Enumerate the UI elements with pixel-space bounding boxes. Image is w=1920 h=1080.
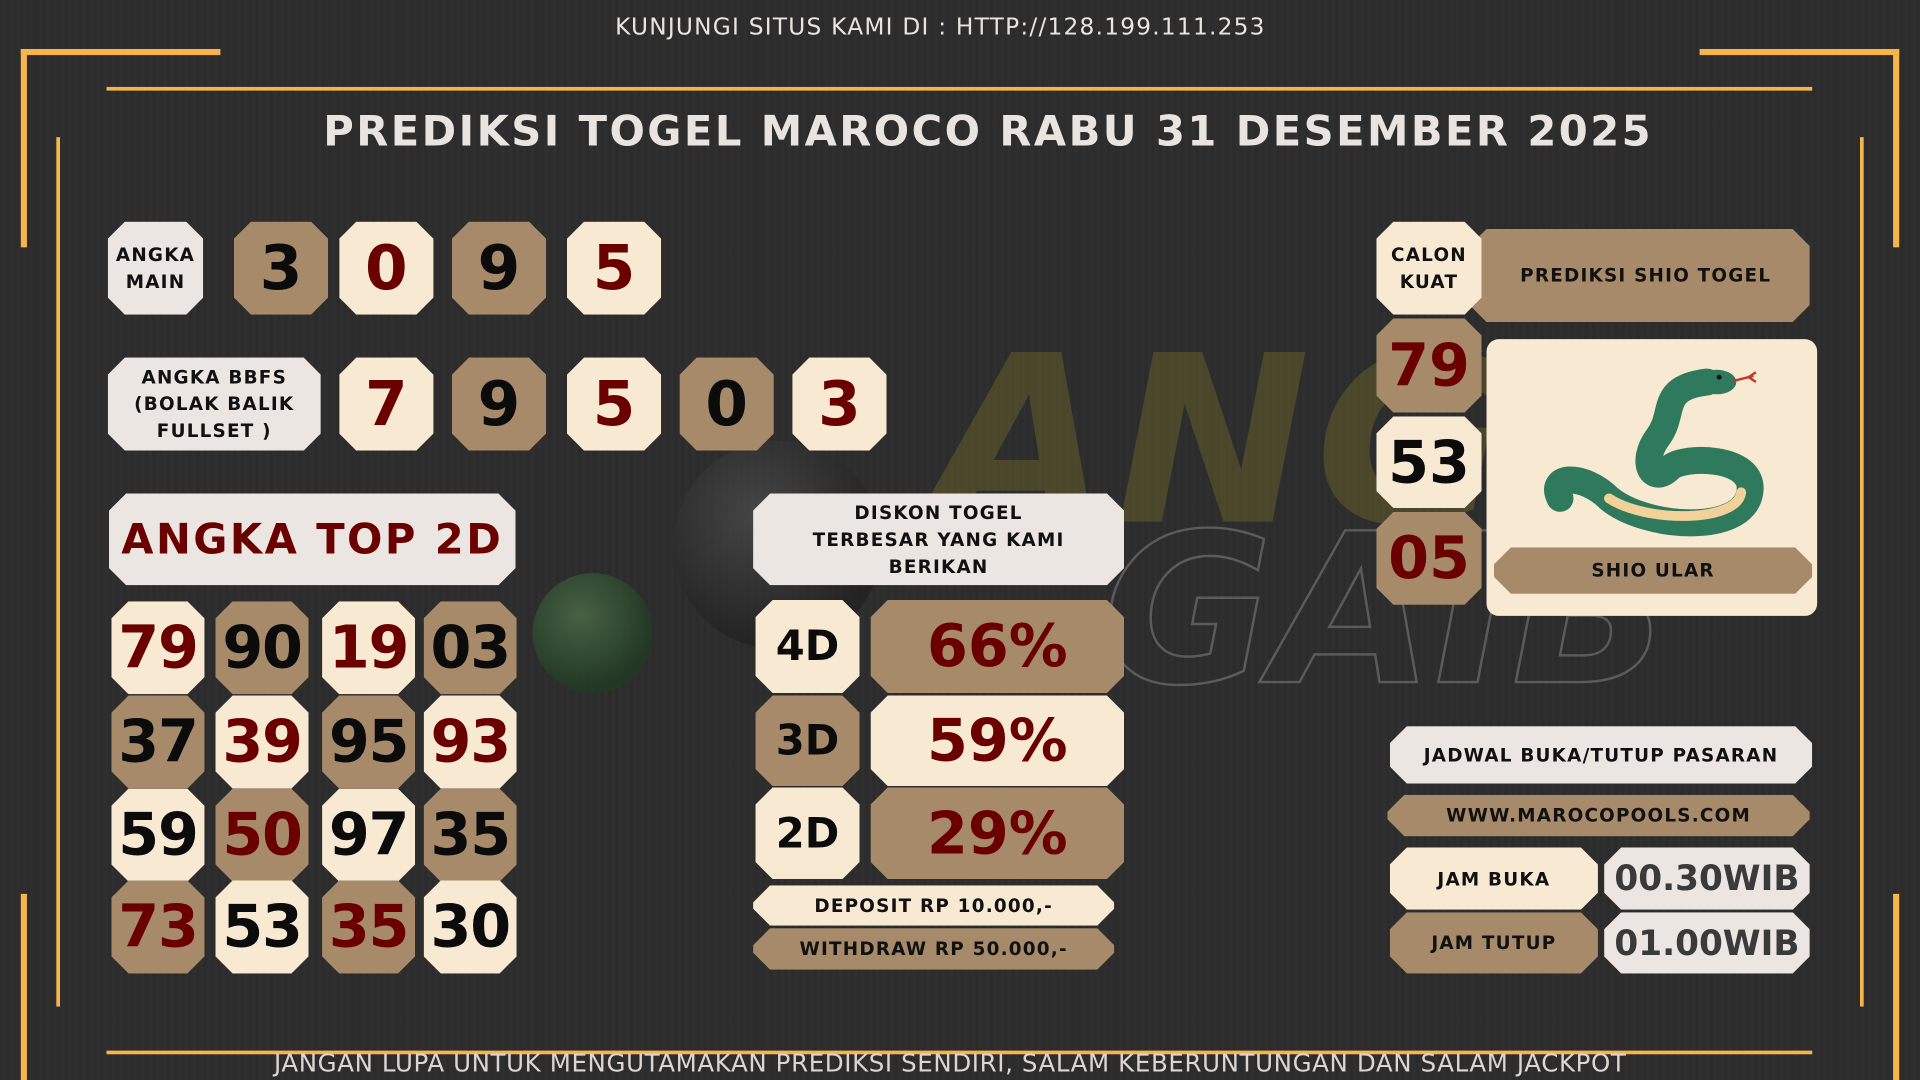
top2d-label: ANGKA TOP 2D: [109, 493, 516, 585]
calon-kuat-number: 05: [1376, 512, 1481, 605]
diskon-title: DISKON TOGEL TERBESAR YANG KAMI BERIKAN: [753, 493, 1124, 585]
bbfs-digit: 9: [452, 358, 546, 451]
diskon-type: 3D: [756, 696, 860, 787]
frame-line: [1860, 137, 1864, 1007]
top2d-cell: 37: [111, 696, 204, 789]
top2d-cell: 39: [216, 696, 309, 789]
website-link[interactable]: WWW.MAROCOPOOLS.COM: [1387, 795, 1809, 837]
top2d-cell: 50: [216, 789, 309, 882]
top2d-cell: 35: [424, 789, 517, 882]
top2d-cell: 97: [322, 789, 415, 882]
visit-site-text: KUNJUNGI SITUS KAMI DI : HTTP://128.199.…: [615, 13, 1266, 41]
snake-icon: [1544, 368, 1764, 537]
bbfs-digit: 0: [680, 358, 774, 451]
frame-line: [1893, 48, 1900, 248]
top2d-cell: 19: [322, 601, 415, 694]
top2d-cell: 93: [424, 696, 517, 789]
jam-tutup-value: 01.00WIB: [1604, 912, 1810, 973]
frame-line: [106, 1050, 1813, 1055]
jadwal-title: JADWAL BUKA/TUTUP PASARAN: [1390, 726, 1812, 784]
frame-line: [1893, 893, 1900, 1080]
top2d-cell: 53: [216, 880, 309, 973]
frame-line: [20, 48, 221, 56]
diskon-type: 4D: [756, 600, 860, 693]
frame-line: [56, 137, 61, 1007]
shio-header: PREDIKSI SHIO TOGEL: [1469, 229, 1809, 322]
frame-line: [1699, 48, 1900, 56]
calon-kuat-number: 53: [1376, 416, 1481, 508]
withdraw-info: WITHDRAW RP 50.000,-: [753, 928, 1114, 970]
jam-tutup-label: JAM TUTUP: [1390, 912, 1598, 973]
page-title: PREDIKSI TOGEL MAROCO RABU 31 DESEMBER 2…: [323, 107, 1654, 157]
top2d-cell: 73: [111, 880, 204, 973]
deposit-info: DEPOSIT RP 10.000,-: [753, 885, 1114, 925]
bbfs-digit: 7: [339, 358, 433, 451]
shio-name: SHIO ULAR: [1494, 547, 1812, 594]
jam-buka-value: 00.30WIB: [1604, 847, 1810, 909]
frame-line: [20, 48, 27, 248]
top2d-cell: 35: [322, 880, 415, 973]
top2d-cell: 95: [322, 696, 415, 789]
frame-line: [20, 893, 27, 1080]
frame-line: [106, 86, 1813, 91]
top2d-cell: 30: [424, 880, 517, 973]
diskon-value: 59%: [871, 696, 1124, 787]
calon-kuat-number: 79: [1376, 318, 1481, 412]
angka-main-digit: 0: [339, 222, 433, 315]
angka-main-digit: 5: [567, 222, 661, 315]
top2d-cell: 90: [216, 601, 309, 694]
calon-kuat-label: CALON KUAT: [1376, 222, 1481, 315]
angka-main-digit: 3: [234, 222, 328, 315]
billiard-ball-decoration: [532, 573, 653, 694]
diskon-type: 2D: [756, 787, 860, 879]
bbfs-label: ANGKA BBFS (BOLAK BALIK FULLSET ): [108, 358, 321, 451]
top2d-cell: 59: [111, 789, 204, 882]
bbfs-digit: 5: [567, 358, 661, 451]
top2d-cell: 03: [424, 601, 517, 694]
diskon-value: 29%: [871, 787, 1124, 879]
top2d-cell: 79: [111, 601, 204, 694]
angka-main-label: ANGKA MAIN: [108, 222, 204, 315]
jam-buka-label: JAM BUKA: [1390, 847, 1598, 909]
diskon-value: 66%: [871, 600, 1124, 693]
footer-text: JANGAN LUPA UNTUK MENGUTAMAKAN PREDIKSI …: [273, 1048, 1627, 1078]
angka-main-digit: 9: [452, 222, 546, 315]
bbfs-digit: 3: [792, 358, 886, 451]
